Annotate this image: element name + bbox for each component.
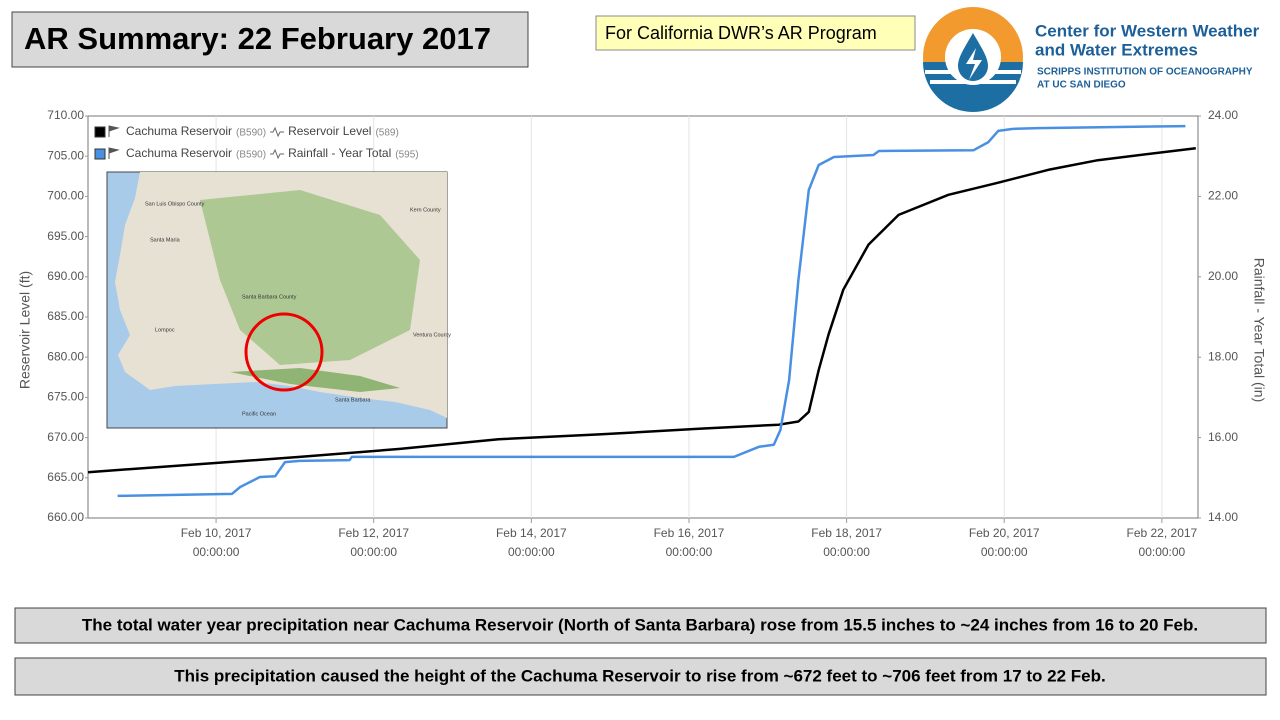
note-box (14, 657, 1267, 696)
map-hills (200, 190, 420, 365)
note-box (14, 607, 1267, 644)
x-tick-label: 00:00:00 (193, 545, 240, 559)
logo-text: AT UC SAN DIEGO (1037, 80, 1126, 91)
map-label: Ventura County (413, 332, 451, 338)
x-tick-label: Feb 18, 2017 (811, 526, 882, 540)
legend-station: Cachuma Reservoir (126, 124, 232, 138)
y-tick-label: 680.00 (47, 349, 84, 363)
legend-station-id: (B590) (236, 128, 266, 139)
map-label: Santa Barbara (335, 397, 371, 403)
y-tick-label: 690.00 (47, 269, 84, 283)
tag-text: For California DWR’s AR Program (605, 23, 877, 43)
x-tick-label: Feb 22, 2017 (1127, 526, 1198, 540)
legend-sensor-id: (589) (375, 128, 398, 139)
map-label: Santa Barbara County (242, 294, 297, 300)
y2-tick-label: 16.00 (1208, 430, 1238, 444)
legend-sensor-icon (270, 126, 285, 138)
map-label: San Luis Obispo County (145, 201, 205, 207)
y-tick-label: 705.00 (47, 148, 84, 162)
note-text: The total water year precipitation near … (82, 615, 1198, 634)
y-tick-label: 675.00 (47, 390, 84, 404)
map-label: Pacific Ocean (242, 411, 276, 417)
x-tick-label: 00:00:00 (508, 545, 555, 559)
map-inset: San Luis Obispo County Kern County Santa… (106, 171, 451, 429)
title-box (11, 11, 529, 68)
legend-swatch (94, 148, 106, 160)
y-tick-label: 700.00 (47, 189, 84, 203)
legend-station: Cachuma Reservoir (126, 146, 232, 160)
series-line (87, 146, 1196, 474)
logo-text: Center for Western Weather (1035, 21, 1260, 40)
legend-sensor-icon (270, 148, 285, 160)
y-tick-label: 660.00 (47, 510, 84, 524)
map-label: Kern County (410, 207, 441, 213)
map-label: Lompoc (155, 327, 175, 333)
y-tick-label: 695.00 (47, 229, 84, 243)
x-tick-label: 00:00:00 (823, 545, 870, 559)
x-tick-label: 00:00:00 (350, 545, 397, 559)
y-axis-label: Reservoir Level (ft) (17, 271, 33, 389)
y2-tick-label: 20.00 (1208, 269, 1238, 283)
y-tick-label: 665.00 (47, 470, 84, 484)
y2-axis-label: Rainfall - Year Total (in) (1251, 258, 1267, 402)
logo-text: SCRIPPS INSTITUTION OF OCEANOGRAPHY (1037, 67, 1253, 78)
note-text: This precipitation caused the height of … (174, 666, 1105, 685)
logo-bolt (966, 48, 982, 80)
logo-text: and Water Extremes (1035, 40, 1198, 59)
series-line (117, 124, 1186, 498)
x-tick-label: 00:00:00 (981, 545, 1028, 559)
y2-tick-label: 22.00 (1208, 189, 1238, 203)
legend-flag (108, 125, 120, 137)
map-label: Santa Maria (150, 237, 181, 243)
x-tick-label: Feb 10, 2017 (181, 526, 252, 540)
logo-water (923, 62, 1023, 112)
x-tick-label: 00:00:00 (1139, 545, 1186, 559)
legend: Cachuma Reservoir (B590) Reservoir Level (5… (94, 124, 419, 161)
slide-title: AR Summary: 22 February 2017 (24, 21, 491, 56)
legend-flag (108, 147, 120, 159)
x-tick-label: Feb 16, 2017 (654, 526, 725, 540)
y2-tick-label: 24.00 (1208, 108, 1238, 122)
legend-station-id: (B590) (236, 150, 266, 161)
y-tick-label: 685.00 (47, 309, 84, 323)
legend-sensor-id: (595) (395, 150, 418, 161)
legend-swatch (94, 126, 106, 138)
y2-tick-label: 14.00 (1208, 510, 1238, 524)
tag-box (595, 15, 916, 51)
highlight-circle (244, 312, 324, 392)
logo (923, 7, 1023, 112)
y2-tick-label: 18.00 (1208, 349, 1238, 363)
y-tick-label: 710.00 (47, 108, 84, 122)
map-hills (230, 368, 400, 392)
legend-series-name: Rainfall - Year Total (288, 146, 391, 160)
x-tick-label: Feb 14, 2017 (496, 526, 567, 540)
y-tick-label: 670.00 (47, 430, 84, 444)
x-tick-label: Feb 12, 2017 (338, 526, 409, 540)
x-tick-label: Feb 20, 2017 (969, 526, 1040, 540)
x-tick-label: 00:00:00 (666, 545, 713, 559)
legend-series-name: Reservoir Level (288, 124, 371, 138)
